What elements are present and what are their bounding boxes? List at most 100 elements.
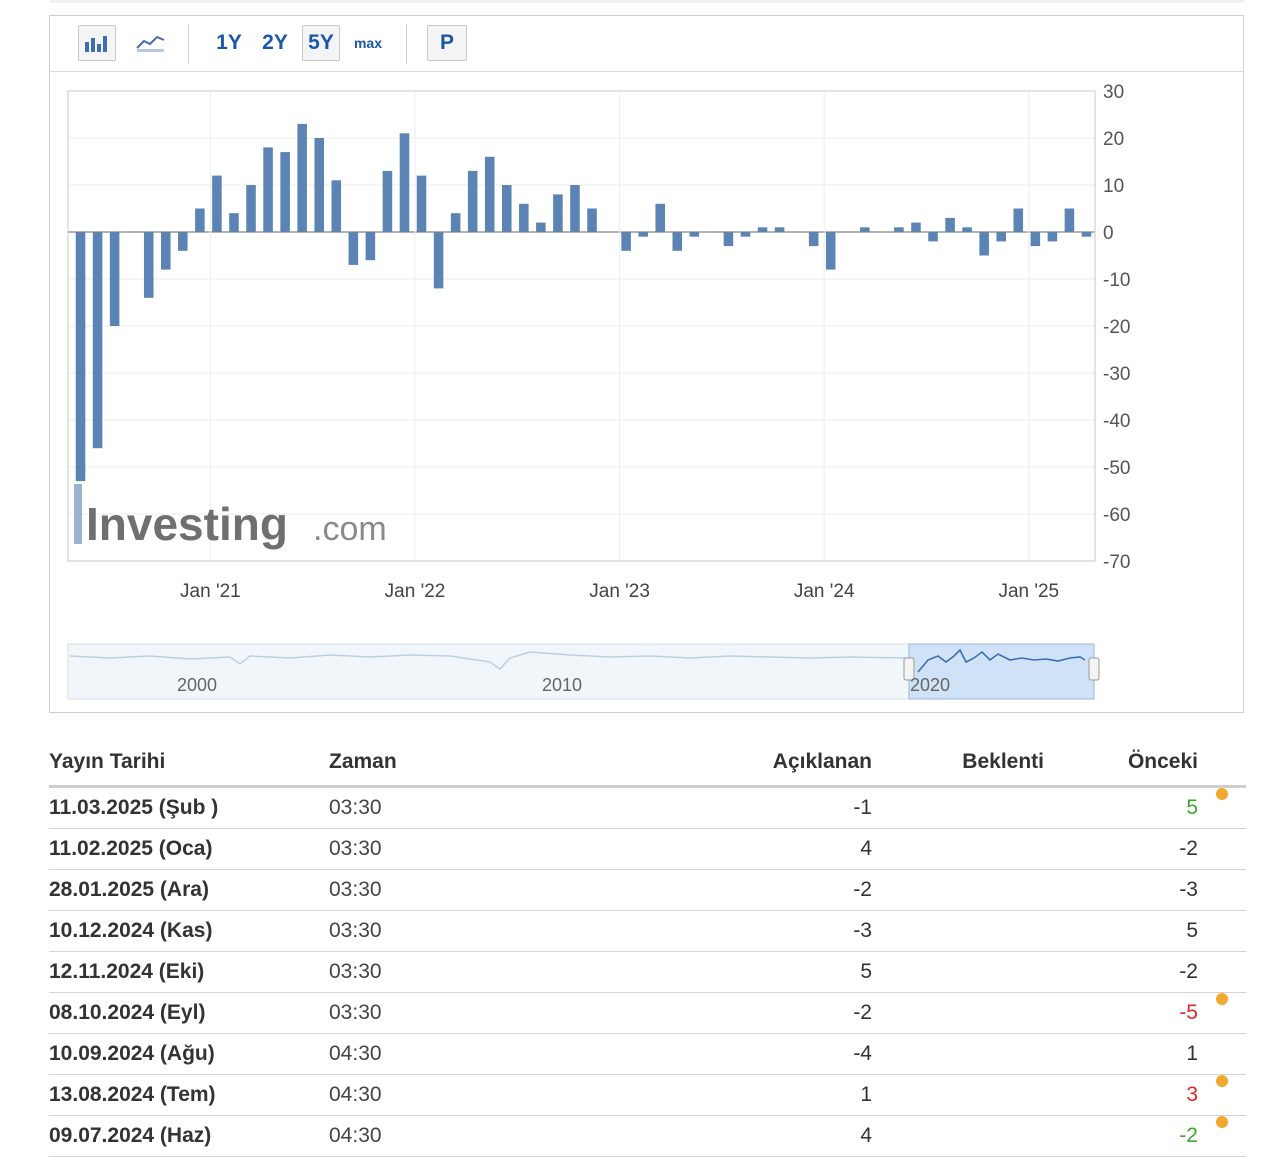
table-body: 11.03.2025 (Şub ) 03:30 -1 5 11.02.2025 (Oca…: [49, 788, 1246, 1157]
header-forecast[interactable]: Beklenti: [962, 750, 1044, 773]
chart-bar[interactable]: [962, 227, 972, 232]
chart-bar[interactable]: [365, 232, 376, 261]
chart-bar[interactable]: [553, 194, 563, 232]
toolbar-separator: [188, 24, 189, 64]
range-navigator[interactable]: 2000 2010 2020: [67, 643, 1100, 700]
range-1y-button[interactable]: 1Y: [216, 31, 242, 54]
chart-bar[interactable]: [928, 232, 938, 242]
chart-bar[interactable]: [825, 232, 836, 270]
actual-cell: -3: [853, 919, 872, 942]
x-tick-label: Jan '24: [794, 581, 855, 602]
chart-bar[interactable]: [1030, 232, 1041, 247]
chart-bar[interactable]: [280, 152, 290, 232]
chart-bar[interactable]: [774, 227, 785, 232]
chart-bar[interactable]: [416, 175, 427, 232]
chart-bar[interactable]: [655, 203, 665, 232]
release-date-cell: 11.03.2025 (Şub ): [49, 796, 219, 819]
x-tick-label: Jan '23: [589, 581, 650, 602]
chart-bar[interactable]: [689, 232, 700, 237]
chart-bar[interactable]: [314, 138, 324, 232]
investing-watermark: Investing .com: [74, 484, 387, 550]
navigator-label-2000: 2000: [177, 675, 217, 695]
previous-cell: 5: [1186, 919, 1198, 942]
chart-bar[interactable]: [672, 232, 683, 251]
chart-bar[interactable]: [996, 232, 1006, 242]
chart-bar[interactable]: [945, 217, 955, 232]
chart-bar[interactable]: [467, 170, 478, 232]
chart-bar[interactable]: [75, 232, 86, 482]
time-cell: 03:30: [329, 796, 382, 819]
revised-dot-icon[interactable]: [1216, 1075, 1228, 1087]
bar-chart-button[interactable]: [78, 25, 116, 61]
watermark-investing: Investing: [86, 498, 288, 550]
table-row: 13.08.2024 (Tem) 04:30 1 3: [49, 1075, 1246, 1116]
revised-dot-icon[interactable]: [1216, 1116, 1228, 1128]
chart-bar[interactable]: [109, 232, 120, 326]
chart-bar[interactable]: [450, 213, 461, 232]
chart-bar[interactable]: [757, 227, 768, 232]
chart-bar[interactable]: [484, 156, 495, 232]
chart-bar[interactable]: [911, 222, 921, 232]
x-tick-label: Jan '21: [180, 581, 241, 602]
chart-bar[interactable]: [195, 208, 205, 233]
chart-bar[interactable]: [399, 133, 410, 232]
chart-bar[interactable]: [331, 180, 342, 232]
chart-bar[interactable]: [894, 227, 904, 232]
chart-bar[interactable]: [143, 232, 154, 298]
chart-bar[interactable]: [808, 232, 819, 247]
header-time[interactable]: Zaman: [329, 750, 397, 773]
chart-bar[interactable]: [1064, 208, 1075, 233]
chart-bar[interactable]: [519, 203, 529, 232]
chart-bar[interactable]: [212, 175, 222, 232]
chart-bar[interactable]: [263, 147, 273, 232]
header-previous[interactable]: Önceki: [1127, 750, 1198, 773]
range-max-button[interactable]: max: [353, 35, 383, 51]
chart-bar[interactable]: [246, 185, 256, 232]
time-cell: 03:30: [329, 919, 382, 942]
chart-bar[interactable]: [638, 232, 648, 237]
actual-cell: -2: [853, 1001, 872, 1024]
chart-bar[interactable]: [92, 232, 103, 449]
chart-bar[interactable]: [570, 185, 580, 232]
y-tick-label: -60: [1103, 505, 1130, 526]
chart-bar[interactable]: [1081, 232, 1092, 237]
p-button[interactable]: P: [427, 25, 467, 61]
y-tick-label: -70: [1103, 552, 1130, 573]
chart-bar[interactable]: [621, 232, 631, 251]
chart-bar[interactable]: [178, 232, 188, 251]
chart-bar[interactable]: [229, 213, 239, 232]
actual-cell: 4: [860, 837, 872, 860]
chart-bar[interactable]: [502, 185, 512, 232]
navigator-right-handle[interactable]: [1088, 657, 1100, 681]
chart-bar[interactable]: [1047, 232, 1058, 242]
chart-bar[interactable]: [536, 222, 546, 232]
chart-bar[interactable]: [433, 232, 444, 289]
previous-cell: 1: [1186, 1042, 1198, 1065]
navigator-left-handle[interactable]: [903, 657, 915, 681]
chart-bar[interactable]: [297, 123, 307, 232]
chart-bar[interactable]: [161, 232, 171, 270]
table-row: 28.01.2025 (Ara) 03:30 -2 -3: [49, 870, 1246, 911]
table-row: 12.11.2024 (Eki) 03:30 5 -2: [49, 952, 1246, 993]
time-cell: 03:30: [329, 878, 382, 901]
revised-dot-icon[interactable]: [1216, 788, 1228, 800]
range-5y-button[interactable]: 5Y: [302, 25, 340, 61]
range-2y-button[interactable]: 2Y: [262, 31, 288, 54]
header-actual[interactable]: Açıklanan: [772, 750, 872, 773]
chart-bar[interactable]: [1013, 208, 1024, 233]
chart-bar[interactable]: [382, 170, 393, 232]
y-tick-label: 10: [1103, 176, 1124, 197]
chart-bar[interactable]: [979, 232, 989, 256]
table-row: 11.03.2025 (Şub ) 03:30 -1 5: [49, 788, 1246, 829]
line-chart-button[interactable]: [132, 25, 170, 61]
revised-dot-icon[interactable]: [1216, 993, 1228, 1005]
table-row: 08.10.2024 (Eyl) 03:30 -2 -5: [49, 993, 1246, 1034]
chart-bar[interactable]: [587, 208, 597, 233]
chart-bar[interactable]: [740, 232, 751, 237]
header-release-date[interactable]: Yayın Tarihi: [49, 750, 166, 773]
chart-bar[interactable]: [348, 232, 359, 265]
chart-bar[interactable]: [723, 232, 734, 247]
navigator-selection[interactable]: [908, 643, 1095, 700]
previous-cell: 5: [1186, 796, 1198, 819]
chart-bar[interactable]: [860, 227, 870, 232]
